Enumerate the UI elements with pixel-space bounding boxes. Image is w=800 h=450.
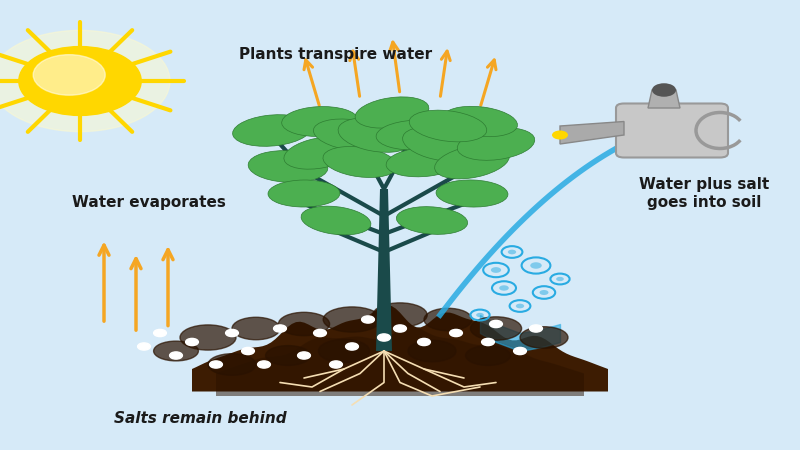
Polygon shape: [192, 305, 608, 392]
Circle shape: [242, 347, 254, 355]
Ellipse shape: [436, 180, 508, 207]
Ellipse shape: [301, 206, 371, 235]
Circle shape: [19, 46, 141, 116]
Circle shape: [362, 316, 374, 323]
Circle shape: [346, 343, 358, 350]
Circle shape: [170, 352, 182, 359]
Ellipse shape: [338, 118, 414, 152]
Ellipse shape: [355, 97, 429, 128]
Circle shape: [530, 262, 542, 269]
Ellipse shape: [318, 339, 370, 363]
Circle shape: [394, 325, 406, 332]
Ellipse shape: [408, 340, 456, 362]
Circle shape: [514, 347, 526, 355]
Ellipse shape: [410, 110, 486, 142]
Polygon shape: [560, 122, 624, 144]
Circle shape: [154, 329, 166, 337]
FancyBboxPatch shape: [616, 104, 728, 158]
Circle shape: [418, 338, 430, 346]
Text: Water evaporates: Water evaporates: [72, 195, 226, 210]
Text: Water plus salt
goes into soil: Water plus salt goes into soil: [639, 177, 769, 210]
Ellipse shape: [520, 327, 568, 348]
Circle shape: [274, 325, 286, 332]
Ellipse shape: [470, 317, 522, 340]
Circle shape: [0, 31, 170, 131]
Circle shape: [186, 338, 198, 346]
Ellipse shape: [397, 207, 467, 234]
Ellipse shape: [248, 151, 328, 182]
Ellipse shape: [402, 127, 478, 161]
Circle shape: [34, 55, 106, 95]
Circle shape: [491, 267, 501, 273]
Ellipse shape: [323, 307, 381, 332]
Ellipse shape: [458, 128, 534, 160]
Circle shape: [508, 250, 516, 254]
Polygon shape: [376, 189, 392, 351]
Polygon shape: [648, 90, 680, 108]
Ellipse shape: [154, 341, 198, 361]
Circle shape: [516, 304, 524, 308]
Ellipse shape: [323, 147, 397, 177]
Circle shape: [652, 83, 676, 97]
Circle shape: [476, 313, 484, 317]
Circle shape: [138, 343, 150, 350]
Polygon shape: [216, 326, 584, 396]
Circle shape: [378, 334, 390, 341]
Circle shape: [530, 325, 542, 332]
Ellipse shape: [180, 325, 236, 350]
Circle shape: [314, 329, 326, 337]
Ellipse shape: [466, 346, 510, 365]
Ellipse shape: [232, 317, 280, 340]
Circle shape: [330, 361, 342, 368]
Circle shape: [552, 130, 568, 140]
Circle shape: [482, 338, 494, 346]
Ellipse shape: [434, 145, 510, 179]
Ellipse shape: [208, 354, 256, 375]
Ellipse shape: [282, 107, 358, 136]
Circle shape: [450, 329, 462, 337]
Circle shape: [490, 320, 502, 328]
Ellipse shape: [442, 106, 518, 137]
Ellipse shape: [424, 308, 472, 331]
Ellipse shape: [233, 115, 311, 146]
Circle shape: [556, 277, 564, 281]
Ellipse shape: [373, 303, 427, 327]
Circle shape: [226, 329, 238, 337]
Ellipse shape: [314, 119, 390, 151]
Ellipse shape: [376, 120, 456, 150]
Ellipse shape: [268, 180, 340, 207]
Ellipse shape: [386, 147, 462, 177]
Circle shape: [258, 361, 270, 368]
Ellipse shape: [284, 137, 356, 169]
Text: Plants transpire water: Plants transpire water: [239, 46, 433, 62]
Circle shape: [298, 352, 310, 359]
Circle shape: [499, 285, 509, 291]
Circle shape: [539, 290, 549, 295]
Ellipse shape: [278, 312, 330, 336]
Ellipse shape: [266, 346, 310, 365]
Text: Salts remain behind: Salts remain behind: [114, 411, 286, 426]
Circle shape: [210, 361, 222, 368]
